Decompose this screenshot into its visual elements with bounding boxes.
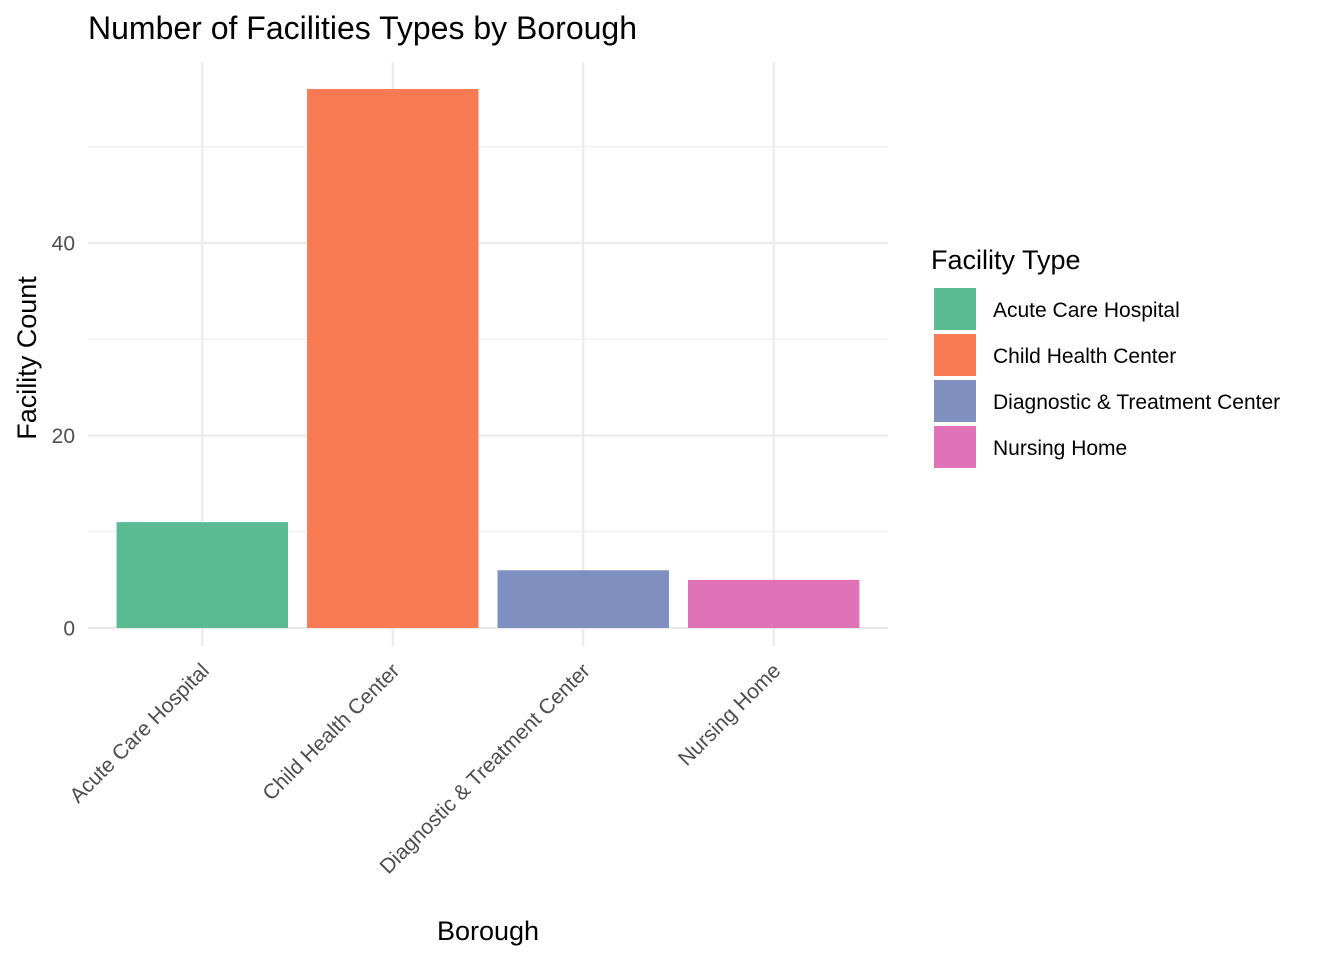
legend-key xyxy=(934,334,976,376)
bar xyxy=(116,522,288,628)
x-tick-label: Nursing Home xyxy=(674,659,785,770)
y-axis-title: Facility Count xyxy=(12,276,42,440)
legend-key xyxy=(934,288,976,330)
legend-key xyxy=(934,380,976,422)
legend-title: Facility Type xyxy=(931,245,1081,275)
bar xyxy=(497,570,669,628)
chart-title: Number of Facilities Types by Borough xyxy=(88,10,637,46)
x-axis-title: Borough xyxy=(437,916,539,946)
bar xyxy=(688,579,860,628)
legend-label: Child Health Center xyxy=(993,345,1176,368)
legend-label: Acute Care Hospital xyxy=(993,299,1180,322)
legend-label: Diagnostic & Treatment Center xyxy=(993,391,1280,414)
legend: Facility Type Acute Care Hospital Child H… xyxy=(931,245,1280,468)
y-axis-ticks: 0 20 40 xyxy=(52,233,75,641)
x-tick-label: Acute Care Hospital xyxy=(65,659,213,807)
legend-label: Nursing Home xyxy=(993,437,1127,460)
legend-key xyxy=(934,426,976,468)
x-tick-label: Diagnostic & Treatment Center xyxy=(375,659,594,878)
y-tick-label: 0 xyxy=(63,618,75,641)
y-tick-label: 40 xyxy=(52,233,75,256)
x-axis-ticks: Acute Care Hospital Child Health CenterDi… xyxy=(65,659,785,878)
y-tick-label: 20 xyxy=(52,425,75,448)
bars xyxy=(116,89,860,628)
bar xyxy=(307,89,479,628)
x-tick-label: Child Health Center xyxy=(258,659,404,805)
